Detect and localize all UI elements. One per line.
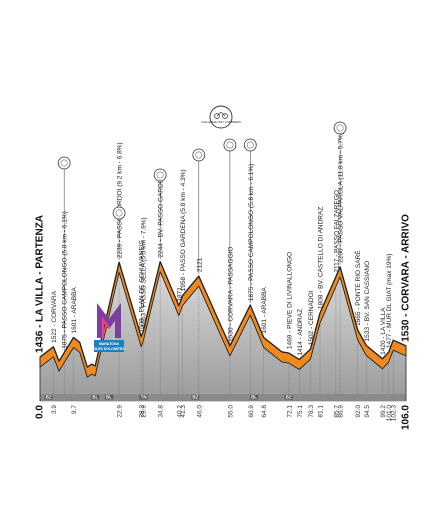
waypoint-label: 1522 - CORVARA [51, 290, 58, 342]
waypoint-km: 29.9 [141, 405, 148, 418]
waypoint-label: 2239 - PASSO PORDOI (9.2 km - 6.8%) [117, 142, 124, 258]
waypoint-label: 1601 - ARABBA [261, 287, 268, 334]
badge-text: CHALLENGE ONLY FOR BIKERS [201, 120, 241, 124]
summit-marker-ring [156, 171, 164, 179]
summit-marker [333, 121, 347, 135]
waypoint-km: 81.1 [318, 405, 325, 418]
summit-marker [57, 156, 71, 170]
waypoint-label: 2117 - PASSO FALZAREGO [333, 190, 340, 273]
waypoint-label: 1608 - PLAN DE SCHIAVANEIS [139, 239, 146, 332]
province-tag-box [250, 395, 259, 400]
province-tag-box [284, 395, 293, 400]
waypoint-km: 55.0 [227, 405, 234, 418]
waypoints-layer: 1436 - LA VILLA - PARTENZA 0.0 1522 - CORV… [35, 121, 412, 430]
summit-marker [192, 148, 206, 162]
waypoint-km: 94.5 [364, 405, 371, 418]
waypoint-label: 1414 - ANDRAZ [297, 309, 304, 356]
waypoint-label: 2200 - PASSO VALPAROLA (11.8 km - 5.7%) [338, 132, 345, 263]
waypoint-km: 78.3 [308, 405, 315, 418]
waypoint-label: 1530 - CORVARA - ARRIVO [401, 214, 412, 342]
waypoint-label: 1875 - PASSO CAMPOLONGO (5.8 km - 6.1%) [62, 211, 69, 349]
waypoint-label: 2244 - BV. PASSO GARDENA [158, 169, 165, 257]
badge-circle [209, 105, 233, 129]
waypoint-label: 1533 - BV. SAN CASSIANO [364, 261, 371, 342]
waypoint-km: 29.3 [139, 405, 146, 418]
logo-accent [101, 316, 110, 338]
cyclist-frame-icon [216, 111, 226, 117]
waypoint-km: 64.8 [261, 405, 268, 418]
waypoint-km: 101.0 [386, 405, 393, 422]
waypoint-label: 1875 - PASSO CAMPOLONGO (5.8 km - 6.1%) [248, 164, 255, 302]
waypoint-label: 1958 - PASSO GARDENA (5.8 km - 4.3%) [180, 169, 187, 291]
summit-marker-ring [226, 141, 234, 149]
waypoint-km: 99.2 [380, 405, 387, 418]
province-tag: BL [106, 395, 112, 400]
waypoint-label: 1420 - LA VILLA [380, 307, 387, 355]
waypoint-km: 40.2 [176, 405, 183, 418]
waypoint-label: 1871 [176, 287, 183, 302]
base-strip [40, 394, 406, 400]
cyclist-icon [214, 113, 220, 119]
province-tags: BZ BL BL TN BZ BL BZ [44, 395, 293, 400]
waypoint-km: 9.7 [71, 405, 78, 414]
waypoint-label: 1653 - PASSO SELLA (5.5 km - 7.9%) [141, 217, 148, 327]
waypoint-km: 22.9 [117, 405, 124, 418]
province-tag: BZ [46, 395, 52, 400]
province-tag-box [105, 395, 114, 400]
waypoint-label: 1469 - PIEVE DI LIVINALLONGO [286, 252, 293, 349]
province-tag: TN [141, 395, 147, 400]
profile-layer [39, 260, 407, 401]
province-tag: BZ [192, 395, 198, 400]
waypoint-label: 1601 - ARABBA [71, 287, 78, 334]
province-tag: BL [251, 395, 257, 400]
cyclist-wheel-icon [222, 113, 228, 119]
waypoint-km: 72.1 [286, 405, 293, 418]
waypoint-label: 1502 - CERNADOI [308, 290, 315, 345]
province-tag: BZ [286, 395, 292, 400]
logo-banner [94, 340, 124, 352]
mountain-silhouette [40, 271, 406, 401]
waypoint-km: 34.8 [158, 405, 165, 418]
province-tag-box [191, 395, 200, 400]
waypoint-km: 106.0 [401, 405, 412, 430]
summit-marker-ring [246, 141, 254, 149]
waypoint-km: 46.0 [196, 405, 203, 418]
profile-line [39, 260, 407, 368]
summit-marker [243, 138, 257, 152]
logo-m-shape [97, 303, 121, 338]
waypoint-km: 102.3 [391, 405, 398, 422]
province-tag-box [44, 395, 53, 400]
province-tag-box [91, 395, 100, 400]
summit-marker [223, 138, 237, 152]
challenge-badge: CHALLENGE ONLY FOR BIKERS [201, 105, 241, 129]
province-tag: BL [92, 395, 98, 400]
waypoint-km: 60.9 [248, 405, 255, 418]
waypoint-km: 92.0 [355, 405, 362, 418]
waypoint-label: 2121 [196, 257, 203, 272]
waypoint-km: 0.0 [35, 405, 46, 419]
waypoint-km: 3.9 [51, 405, 58, 414]
summit-marker-ring [60, 159, 68, 167]
logo-subtitle: DLES DOLOMITES [93, 347, 125, 351]
waypoint-km: 86.9 [338, 405, 345, 418]
waypoint-label: 1530 - CORVARA - PASSAGGIO [227, 246, 234, 341]
waypoint-label: 1808 - BV. CASTELLO DI ANDRAZ [318, 207, 325, 309]
summit-marker-ring [115, 209, 123, 217]
waypoint-km: 75.1 [297, 405, 304, 418]
logo-title: MARATONA [99, 342, 120, 346]
summit-marker [112, 206, 126, 220]
ground-layer [40, 271, 406, 402]
summit-marker-ring [336, 124, 344, 132]
waypoint-km: 85.7 [333, 405, 340, 418]
waypoint-km: 41.3 [180, 405, 187, 418]
waypoint-label: 1477 - MUR DL GIAT (max 19%) [386, 254, 393, 349]
province-tag-box [139, 395, 148, 400]
waypoint-label: 1665 - PONTE RIO SARÈ [353, 250, 362, 326]
summit-marker [153, 168, 167, 182]
waypoint-label: 1436 - LA VILLA - PARTENZA [35, 215, 46, 353]
summit-marker-ring [195, 151, 203, 159]
